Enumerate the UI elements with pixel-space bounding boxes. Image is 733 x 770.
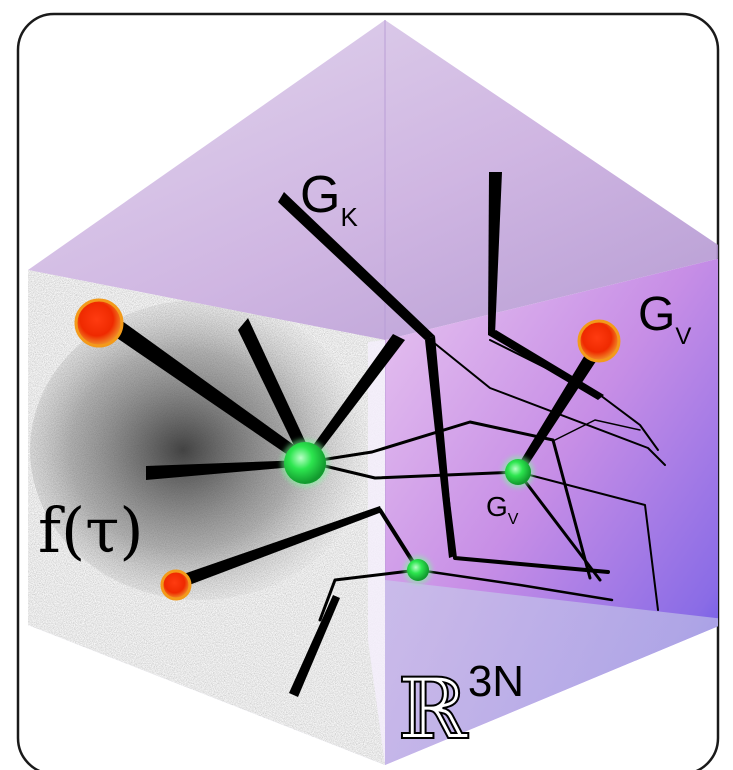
path-lower-left [318, 568, 420, 622]
wedge-gk-top [278, 192, 435, 340]
endpoints [74, 298, 621, 601]
path-gv-small-far [517, 471, 659, 611]
wedge-to-red-topleft [108, 318, 312, 466]
path-gk-branch [427, 337, 666, 466]
wall-edge-highlight [368, 340, 385, 765]
cube-top-face [28, 20, 718, 340]
wedge-lower-spike [289, 595, 340, 697]
wedge-gk-drop [425, 336, 455, 558]
wedge-left-horizontal [146, 460, 305, 480]
path-to-center [306, 420, 592, 580]
fluctuation-wall [28, 270, 385, 765]
vertex-gv [505, 459, 531, 485]
label-g-k: GK [300, 166, 358, 232]
vertex-main [284, 442, 326, 484]
path-lower [416, 568, 614, 602]
red-endpoint-topleft [74, 298, 124, 348]
wedge-top-right-post [488, 172, 502, 335]
label-g-v-small: GV [486, 491, 519, 528]
path-gv-small-low [516, 470, 602, 582]
label-f-tau: f(τ) [38, 494, 144, 567]
wedge-upper-left-a [238, 318, 312, 462]
wedge-to-red-right [515, 340, 606, 474]
tapered-lines [108, 172, 606, 697]
red-endpoint-lower [160, 569, 192, 601]
path-bottom-right [554, 419, 641, 441]
vertices [281, 439, 534, 584]
red-endpoint-right [577, 319, 621, 363]
vertex-lower [407, 559, 429, 581]
path-center-right [306, 460, 520, 480]
label-configuration-space: ℝ3N [398, 657, 524, 758]
wedge-upper-right [304, 334, 405, 462]
label-g-v-large: GV [638, 288, 691, 350]
wedge-to-red-lower [172, 506, 382, 590]
